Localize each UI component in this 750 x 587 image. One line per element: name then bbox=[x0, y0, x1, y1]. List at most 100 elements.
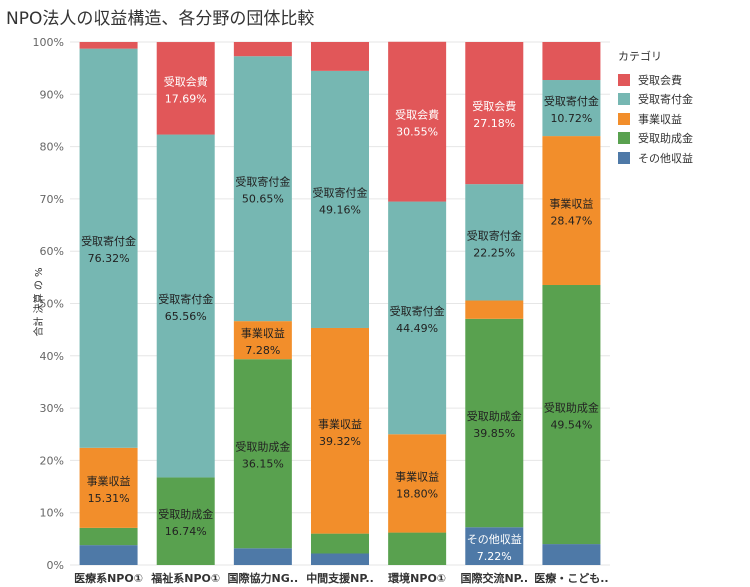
bar-segment bbox=[388, 41, 447, 202]
y-axis-label: 合計 決算 の % bbox=[32, 267, 45, 336]
bars bbox=[79, 41, 601, 565]
bar-segment bbox=[156, 477, 215, 565]
chart-title: NPO法人の収益構造、各分野の団体比較 bbox=[6, 9, 315, 29]
legend-item: 受取会費 bbox=[618, 70, 693, 90]
x-axis: 医療系NPO① 福祉系NPO① 国際協力NG.. 中間支援NP.. 環境NPO① 国際交流… bbox=[74, 571, 609, 585]
legend-swatch bbox=[618, 73, 630, 86]
bar-segment bbox=[311, 533, 369, 554]
legend-label: その他収益 bbox=[638, 151, 693, 165]
data-label-value: 22.25% bbox=[473, 246, 515, 259]
legend-swatch bbox=[618, 151, 630, 164]
bar-segment bbox=[542, 136, 601, 285]
data-label-value: 76.32% bbox=[88, 252, 130, 265]
bar-segment bbox=[542, 42, 601, 81]
data-label-value: 30.55% bbox=[396, 126, 438, 139]
bar-segment bbox=[79, 48, 138, 448]
bar-segment bbox=[311, 42, 369, 71]
data-label-value: 7.22% bbox=[477, 550, 512, 563]
bar-segment bbox=[311, 70, 369, 328]
bar-segment bbox=[156, 42, 215, 135]
data-label-name: 事業収益 bbox=[395, 469, 439, 483]
data-label-value: 65.56% bbox=[165, 310, 207, 323]
data-label-name: 受取寄付金 bbox=[544, 94, 599, 108]
data-label-name: 受取寄付金 bbox=[235, 175, 290, 189]
bar-segment bbox=[233, 359, 292, 549]
legend-item: 受取助成金 bbox=[618, 129, 693, 149]
data-label-value: 49.16% bbox=[319, 203, 361, 216]
data-label-name: 受取寄付金 bbox=[390, 304, 445, 318]
data-label-name: 受取助成金 bbox=[467, 409, 522, 423]
y-tick-label: 70% bbox=[40, 193, 64, 206]
y-axis: 0% 10% 20% 30% 40% 50% 60% 70% 80% 90% 100% bbox=[33, 36, 64, 572]
bar-segment bbox=[465, 318, 524, 528]
y-tick-label: 20% bbox=[40, 454, 64, 467]
data-label-name: その他収益 bbox=[467, 532, 522, 546]
legend-label: 事業収益 bbox=[638, 112, 682, 126]
data-label-value: 39.32% bbox=[319, 435, 361, 448]
data-label-name: 受取助成金 bbox=[235, 440, 290, 454]
bar-segment bbox=[542, 80, 601, 137]
x-tick-label: 中間支援NP.. bbox=[306, 571, 374, 585]
x-tick-label: 環境NPO① bbox=[388, 571, 446, 585]
data-label-value: 16.74% bbox=[165, 525, 207, 538]
bar-segment bbox=[156, 134, 215, 478]
y-tick-label: 80% bbox=[40, 141, 64, 154]
bar-segment bbox=[79, 42, 138, 49]
x-tick-label: 医療・こども.. bbox=[534, 571, 608, 585]
data-label-name: 受取助成金 bbox=[544, 401, 599, 415]
data-label-value: 36.15% bbox=[242, 458, 284, 471]
y-tick-label: 90% bbox=[40, 88, 64, 101]
data-label-name: 事業収益 bbox=[318, 417, 362, 431]
legend: カテゴリ 受取会費受取寄付金事業収益受取助成金その他収益 bbox=[618, 48, 693, 168]
legend-item: その他収益 bbox=[618, 148, 693, 168]
data-label-name: 受取会費 bbox=[395, 108, 439, 122]
data-label-value: 7.28% bbox=[245, 344, 280, 357]
bar-segment bbox=[542, 544, 601, 565]
bar-segment bbox=[465, 527, 524, 565]
bar-segment bbox=[311, 553, 369, 565]
bar-segment bbox=[233, 56, 292, 322]
data-label-name: 受取助成金 bbox=[158, 507, 213, 521]
data-labels: 受取寄付金 76.32% 事業収益 15.31% 受取会費 17.69% 受取寄付金 65.5… bbox=[81, 74, 599, 563]
data-label-value: 50.65% bbox=[242, 193, 284, 206]
data-label-name: 受取寄付金 bbox=[467, 228, 522, 242]
bar-segment bbox=[233, 42, 292, 57]
data-label-value: 17.69% bbox=[165, 92, 207, 105]
x-tick-label: 福祉系NPO① bbox=[150, 571, 220, 585]
y-tick-label: 50% bbox=[40, 298, 64, 311]
bar-segment bbox=[233, 321, 292, 360]
bar-segment bbox=[465, 184, 524, 301]
x-tick-label: 国際協力NG.. bbox=[228, 571, 299, 585]
data-label-value: 28.47% bbox=[550, 215, 592, 228]
data-label-name: 事業収益 bbox=[241, 326, 285, 340]
bar-segment bbox=[388, 434, 447, 533]
data-label-name: 事業収益 bbox=[87, 474, 131, 488]
legend-item: 受取寄付金 bbox=[618, 90, 693, 110]
bar-segment bbox=[311, 327, 369, 534]
legend-title: カテゴリ bbox=[618, 50, 662, 63]
bar-segment bbox=[465, 42, 524, 185]
bar-segment bbox=[79, 545, 138, 565]
data-label-name: 事業収益 bbox=[549, 197, 593, 211]
y-tick-label: 30% bbox=[40, 402, 64, 415]
y-tick-label: 60% bbox=[40, 245, 64, 258]
data-label-name: 受取寄付金 bbox=[313, 185, 368, 199]
y-tick-label: 40% bbox=[40, 350, 64, 363]
legend-swatch bbox=[618, 112, 630, 125]
legend-swatch bbox=[618, 132, 630, 145]
bar-segment bbox=[388, 532, 447, 565]
bar-segment bbox=[388, 201, 447, 435]
legend-label: 受取助成金 bbox=[638, 132, 693, 146]
data-label-name: 受取寄付金 bbox=[158, 292, 213, 306]
x-tick-label: 国際交流NP.. bbox=[460, 571, 528, 585]
legend-label: 受取寄付金 bbox=[638, 93, 693, 107]
data-label-value: 44.49% bbox=[396, 322, 438, 335]
legend-swatch bbox=[618, 93, 630, 106]
bar-segment bbox=[79, 527, 138, 546]
data-label-name: 受取寄付金 bbox=[81, 234, 136, 248]
data-label-name: 受取会費 bbox=[472, 99, 516, 113]
data-label-value: 18.80% bbox=[396, 487, 438, 500]
data-label-value: 27.18% bbox=[473, 117, 515, 130]
legend-label: 受取会費 bbox=[638, 73, 682, 87]
